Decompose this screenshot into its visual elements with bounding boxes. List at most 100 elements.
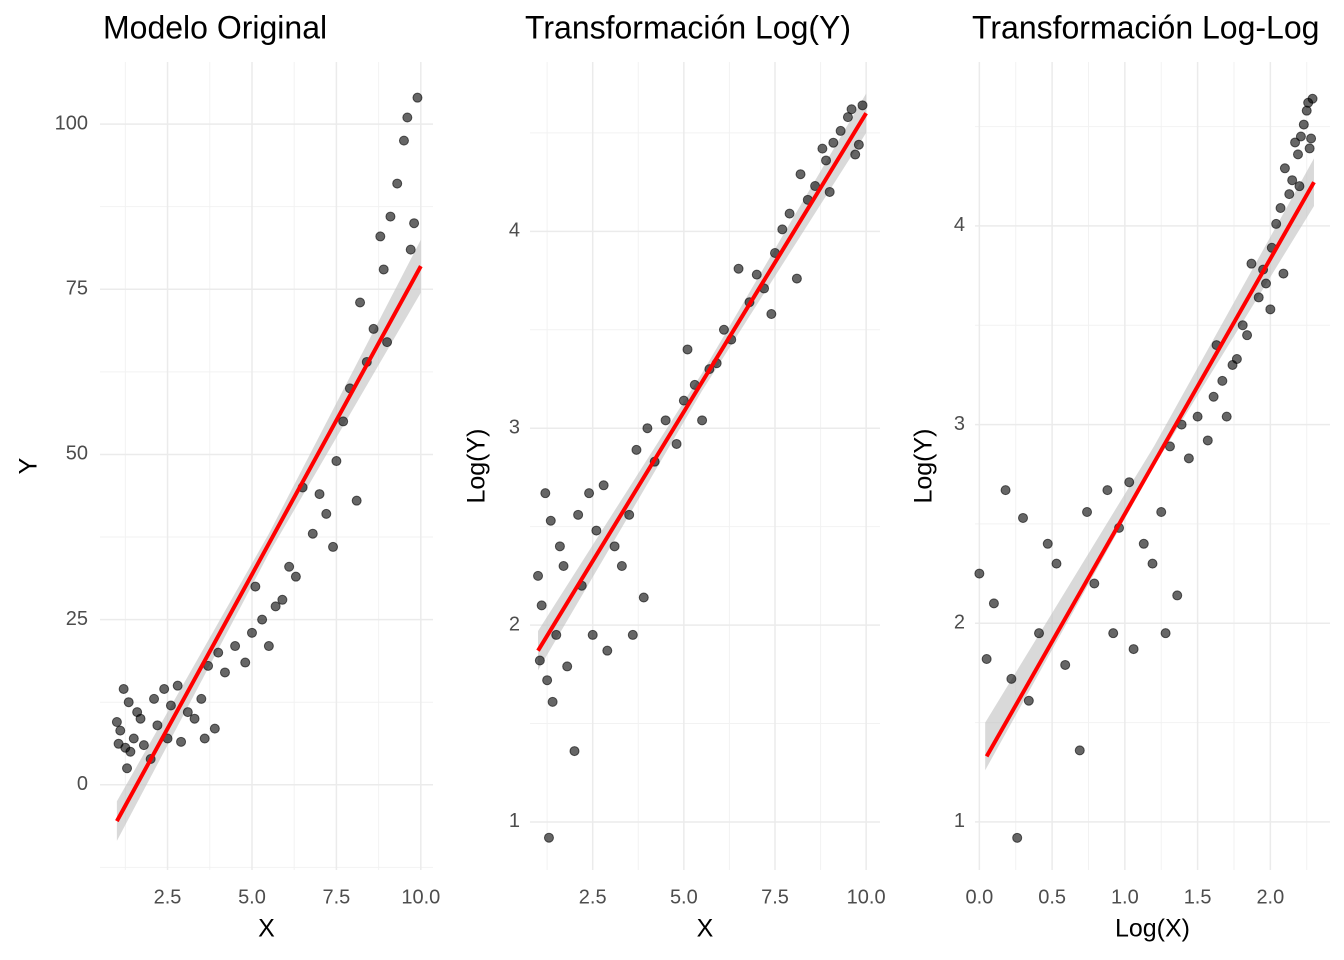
point — [1294, 181, 1305, 192]
x-tick-label: 0.0 — [965, 886, 993, 908]
point — [1124, 477, 1135, 488]
point — [1275, 203, 1286, 214]
point — [624, 509, 635, 520]
point — [602, 645, 613, 656]
chart-title: Transformación Log-Log — [972, 9, 1319, 45]
point — [385, 211, 396, 222]
point — [1298, 119, 1309, 130]
x-axis-label: Log(X) — [1115, 915, 1190, 943]
point — [128, 733, 139, 744]
point — [569, 746, 580, 757]
point — [828, 137, 839, 148]
y-tick-label: 4 — [954, 214, 965, 236]
point — [176, 736, 187, 747]
point — [554, 541, 565, 552]
point — [196, 693, 207, 704]
y-tick-label: 50 — [66, 443, 88, 465]
y-tick-label: 0 — [77, 773, 88, 795]
point — [115, 725, 126, 736]
y-tick-label: 25 — [66, 608, 88, 630]
point — [671, 438, 682, 449]
point — [284, 561, 295, 572]
y-tick-label: 3 — [509, 416, 520, 438]
point — [375, 231, 386, 242]
confidence-band — [985, 158, 1314, 771]
x-tick-label: 1.5 — [1184, 886, 1212, 908]
point — [542, 675, 553, 686]
point — [1295, 131, 1306, 142]
point — [230, 641, 241, 652]
point — [1242, 330, 1253, 341]
point — [777, 224, 788, 235]
point — [125, 746, 136, 757]
point — [853, 139, 864, 150]
point — [392, 178, 403, 189]
x-axis-label: X — [258, 915, 275, 943]
x-axis-label: X — [697, 915, 714, 943]
point — [1051, 558, 1062, 569]
point — [1231, 354, 1242, 365]
point — [791, 273, 802, 284]
point — [835, 125, 846, 136]
point — [573, 509, 584, 520]
y-tick-label: 2 — [954, 612, 965, 634]
point — [1074, 745, 1085, 756]
point — [1284, 189, 1295, 200]
x-tick-label: 0.5 — [1038, 886, 1066, 908]
point — [1138, 538, 1149, 549]
point — [536, 600, 547, 611]
point — [1183, 453, 1194, 464]
chart-title: Transformación Log(Y) — [525, 9, 851, 45]
point — [123, 697, 134, 708]
point — [1301, 105, 1312, 116]
x-tick-label: 7.5 — [761, 886, 789, 908]
y-axis-label: Y — [15, 457, 43, 474]
point — [270, 601, 281, 612]
point — [172, 680, 183, 691]
point — [1147, 558, 1158, 569]
point — [1260, 278, 1271, 289]
point — [562, 661, 573, 672]
point — [591, 525, 602, 536]
point — [1278, 268, 1289, 279]
x-tick-label: 2.5 — [154, 886, 182, 908]
point — [314, 489, 325, 500]
point — [111, 717, 122, 728]
point — [351, 495, 362, 506]
point — [165, 700, 176, 711]
point — [1108, 628, 1119, 639]
point — [1192, 411, 1203, 422]
point — [1034, 628, 1045, 639]
chart-title: Modelo Original — [103, 9, 327, 45]
point — [784, 208, 795, 219]
point — [307, 528, 318, 539]
point — [199, 733, 210, 744]
point — [182, 707, 193, 718]
point — [328, 541, 339, 552]
point — [638, 592, 649, 603]
point — [974, 568, 985, 579]
point — [1304, 143, 1315, 154]
point — [382, 337, 393, 348]
point — [534, 655, 545, 666]
point — [1237, 320, 1248, 331]
point — [846, 104, 857, 115]
point — [368, 323, 379, 334]
point — [1246, 258, 1257, 269]
point — [331, 456, 342, 467]
point — [277, 594, 288, 605]
point — [1089, 578, 1100, 589]
point — [616, 561, 627, 572]
x-tick-label: 5.0 — [238, 886, 266, 908]
point — [213, 647, 224, 658]
point — [1172, 590, 1183, 601]
point — [751, 269, 762, 280]
point — [1253, 292, 1264, 303]
point — [642, 423, 653, 434]
y-tick-label: 75 — [66, 278, 88, 300]
point — [378, 264, 389, 275]
x-tick-label: 2.5 — [579, 886, 607, 908]
point — [321, 508, 332, 519]
point — [533, 570, 544, 581]
